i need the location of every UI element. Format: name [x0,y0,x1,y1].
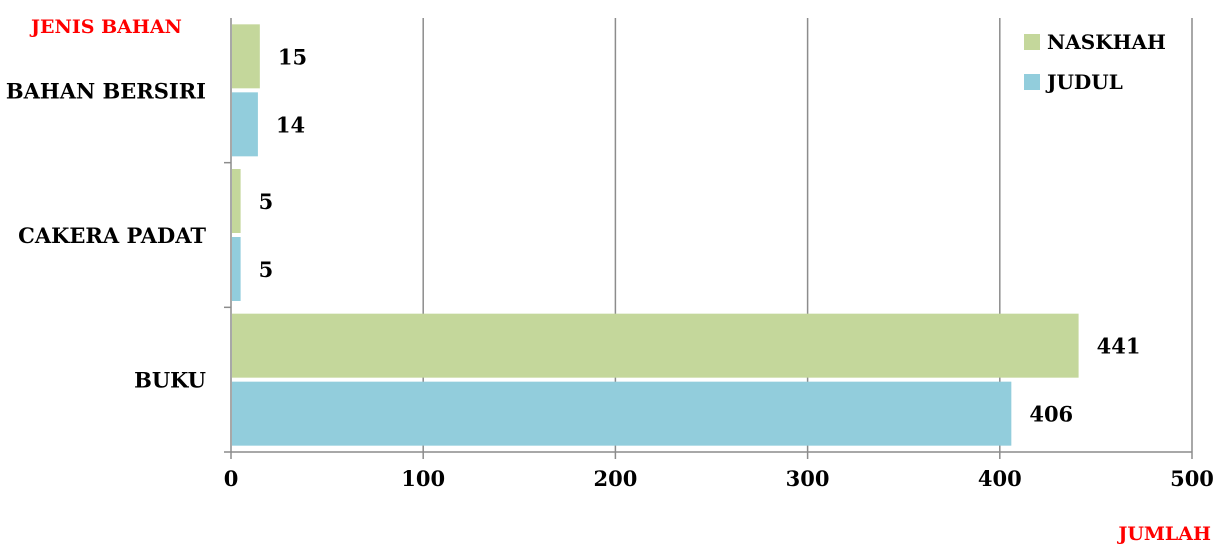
legend-label-naskhah: NASKHAH [1047,30,1166,54]
legend: NASKHAH JUDUL [1024,30,1166,94]
data-label: 14 [276,112,305,137]
axes [224,18,1193,459]
category-label: BUKU [134,368,206,393]
gridlines [422,18,1193,452]
data-label: 5 [259,189,274,214]
x-tick-label-400: 400 [978,466,1022,491]
bar-judul-1 [232,237,241,301]
data-label: 441 [1097,334,1141,359]
data-label: 5 [259,257,274,282]
x-tick-label-500: 500 [1170,466,1214,491]
legend-swatch-judul [1024,74,1040,90]
data-labels: 15 14 5 5 441 406 [259,44,1141,426]
tick-labels: 0 100 200 300 400 500 [224,466,1214,491]
x-tick-label-300: 300 [786,466,830,491]
legend-swatch-naskhah [1024,34,1040,50]
bar-naskhah-0 [232,24,260,89]
x-tick-label-100: 100 [401,466,445,491]
x-tick-label-0: 0 [224,466,239,491]
category-label: BAHAN BERSIRI [6,78,206,103]
legend-label-judul: JUDUL [1045,70,1123,94]
bar-judul-0 [232,92,258,157]
category-labels: BAHAN BERSIRI CAKERA PADAT BUKU [6,78,207,392]
bars [232,24,1079,446]
data-label: 15 [278,44,307,69]
bar-judul-2 [232,381,1012,446]
category-label: CAKERA PADAT [18,223,206,248]
data-label: 406 [1029,402,1073,427]
bar-naskhah-2 [232,313,1079,378]
x-axis-title: JUMLAH [1116,523,1211,545]
bar-naskhah-1 [232,169,241,233]
x-tick-label-200: 200 [593,466,637,491]
y-axis-title: JENIS BAHAN [29,16,182,38]
